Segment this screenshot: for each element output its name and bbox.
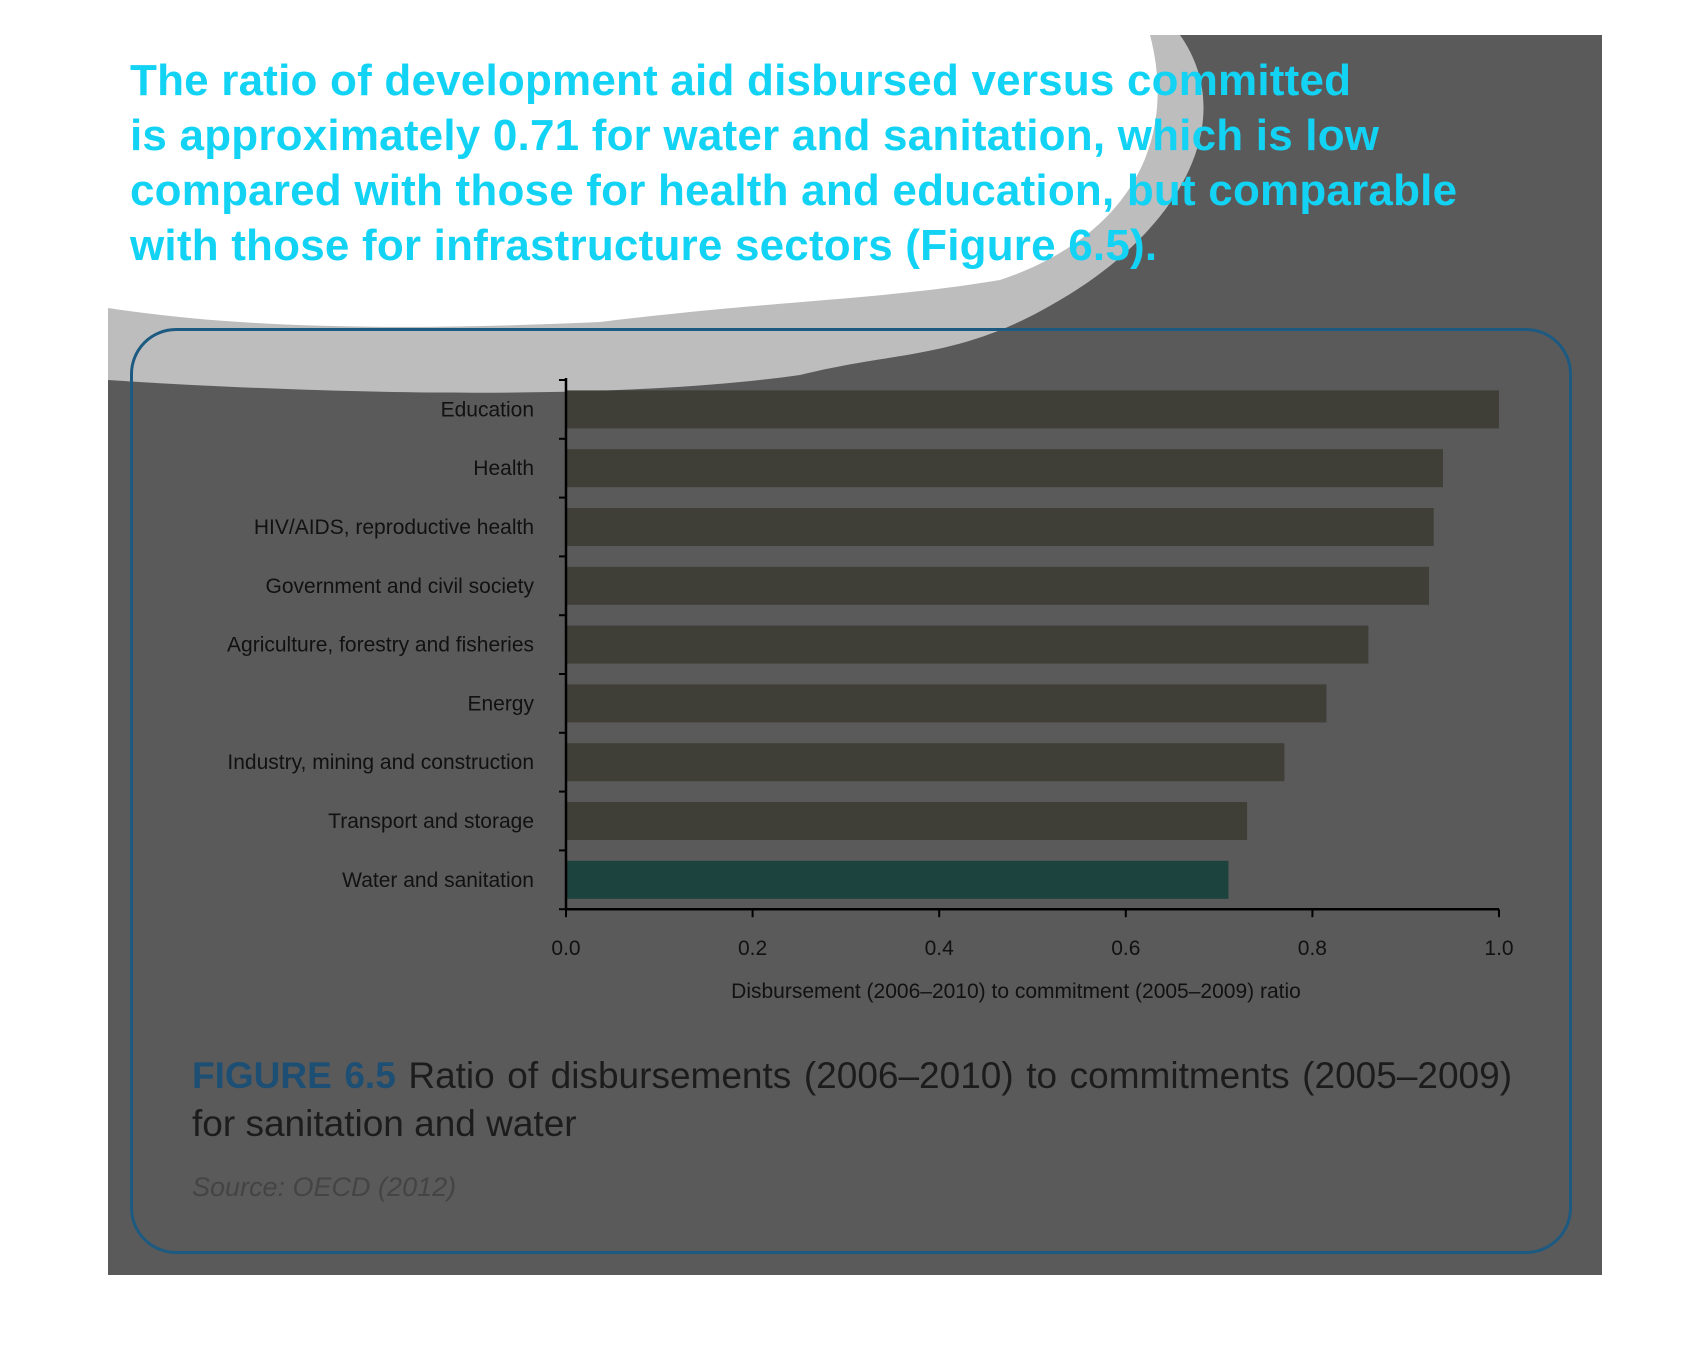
category-label: Industry, mining and construction bbox=[227, 751, 534, 774]
bar-education bbox=[566, 390, 1499, 429]
white-wave bbox=[108, 35, 1158, 327]
bar-health bbox=[566, 449, 1443, 488]
category-label: Education bbox=[441, 398, 534, 421]
x-tick-label: 0.6 bbox=[1111, 937, 1140, 960]
axes-group bbox=[559, 378, 1500, 918]
headline-line-4: with those for infrastructure sectors (F… bbox=[130, 221, 1158, 270]
figure-label: FIGURE 6.5 bbox=[192, 1055, 396, 1096]
bar-water-and-sanitation bbox=[566, 860, 1229, 899]
bar-energy bbox=[566, 684, 1327, 723]
figure-caption: FIGURE 6.5 Ratio of disbursements (2006–… bbox=[192, 1052, 1512, 1148]
category-label: Government and civil society bbox=[266, 575, 535, 598]
figure-source: Source: OECD (2012) bbox=[192, 1172, 457, 1202]
bar-hiv-aids-reproductive-health bbox=[566, 508, 1434, 546]
x-tick-label: 0.8 bbox=[1298, 937, 1327, 960]
category-label: Energy bbox=[467, 692, 534, 715]
figure-frame bbox=[130, 328, 1572, 1254]
headline-line-1: The ratio of development aid disbursed v… bbox=[130, 56, 1352, 105]
x-tick-label: 0.2 bbox=[738, 937, 767, 960]
x-tick-labels: 0.0 0.2 0.4 0.6 0.8 1.0 bbox=[551, 937, 1513, 960]
category-label: Agriculture, forestry and fisheries bbox=[227, 634, 534, 657]
category-label: Health bbox=[473, 457, 534, 480]
x-tick-label: 1.0 bbox=[1484, 937, 1513, 960]
x-tick-label: 0.0 bbox=[551, 937, 580, 960]
x-tick-label: 0.4 bbox=[925, 937, 955, 960]
category-label: HIV/AIDS, reproductive health bbox=[254, 516, 534, 539]
bars-group bbox=[566, 390, 1499, 899]
headline: The ratio of development aid disbursed v… bbox=[130, 53, 1570, 273]
x-axis-label: Disbursement (2006–2010) to commitment (… bbox=[731, 980, 1301, 1003]
bar-industry-mining-and-construction bbox=[566, 743, 1285, 782]
headline-line-2: is approximately 0.71 for water and sani… bbox=[130, 111, 1380, 160]
bar-transport-and-storage bbox=[566, 802, 1248, 840]
bar-government-and-civil-society bbox=[566, 566, 1429, 605]
figure-caption-text: Ratio of disbursements (2006–2010) to co… bbox=[192, 1055, 1513, 1144]
bar-agriculture-forestry-and-fisheries bbox=[566, 625, 1369, 664]
category-label: Water and sanitation bbox=[342, 869, 534, 892]
headline-line-3: compared with those for health and educa… bbox=[130, 166, 1458, 215]
category-labels: Education Health HIV/AIDS, reproductive he… bbox=[227, 398, 534, 891]
category-label: Transport and storage bbox=[328, 810, 534, 833]
